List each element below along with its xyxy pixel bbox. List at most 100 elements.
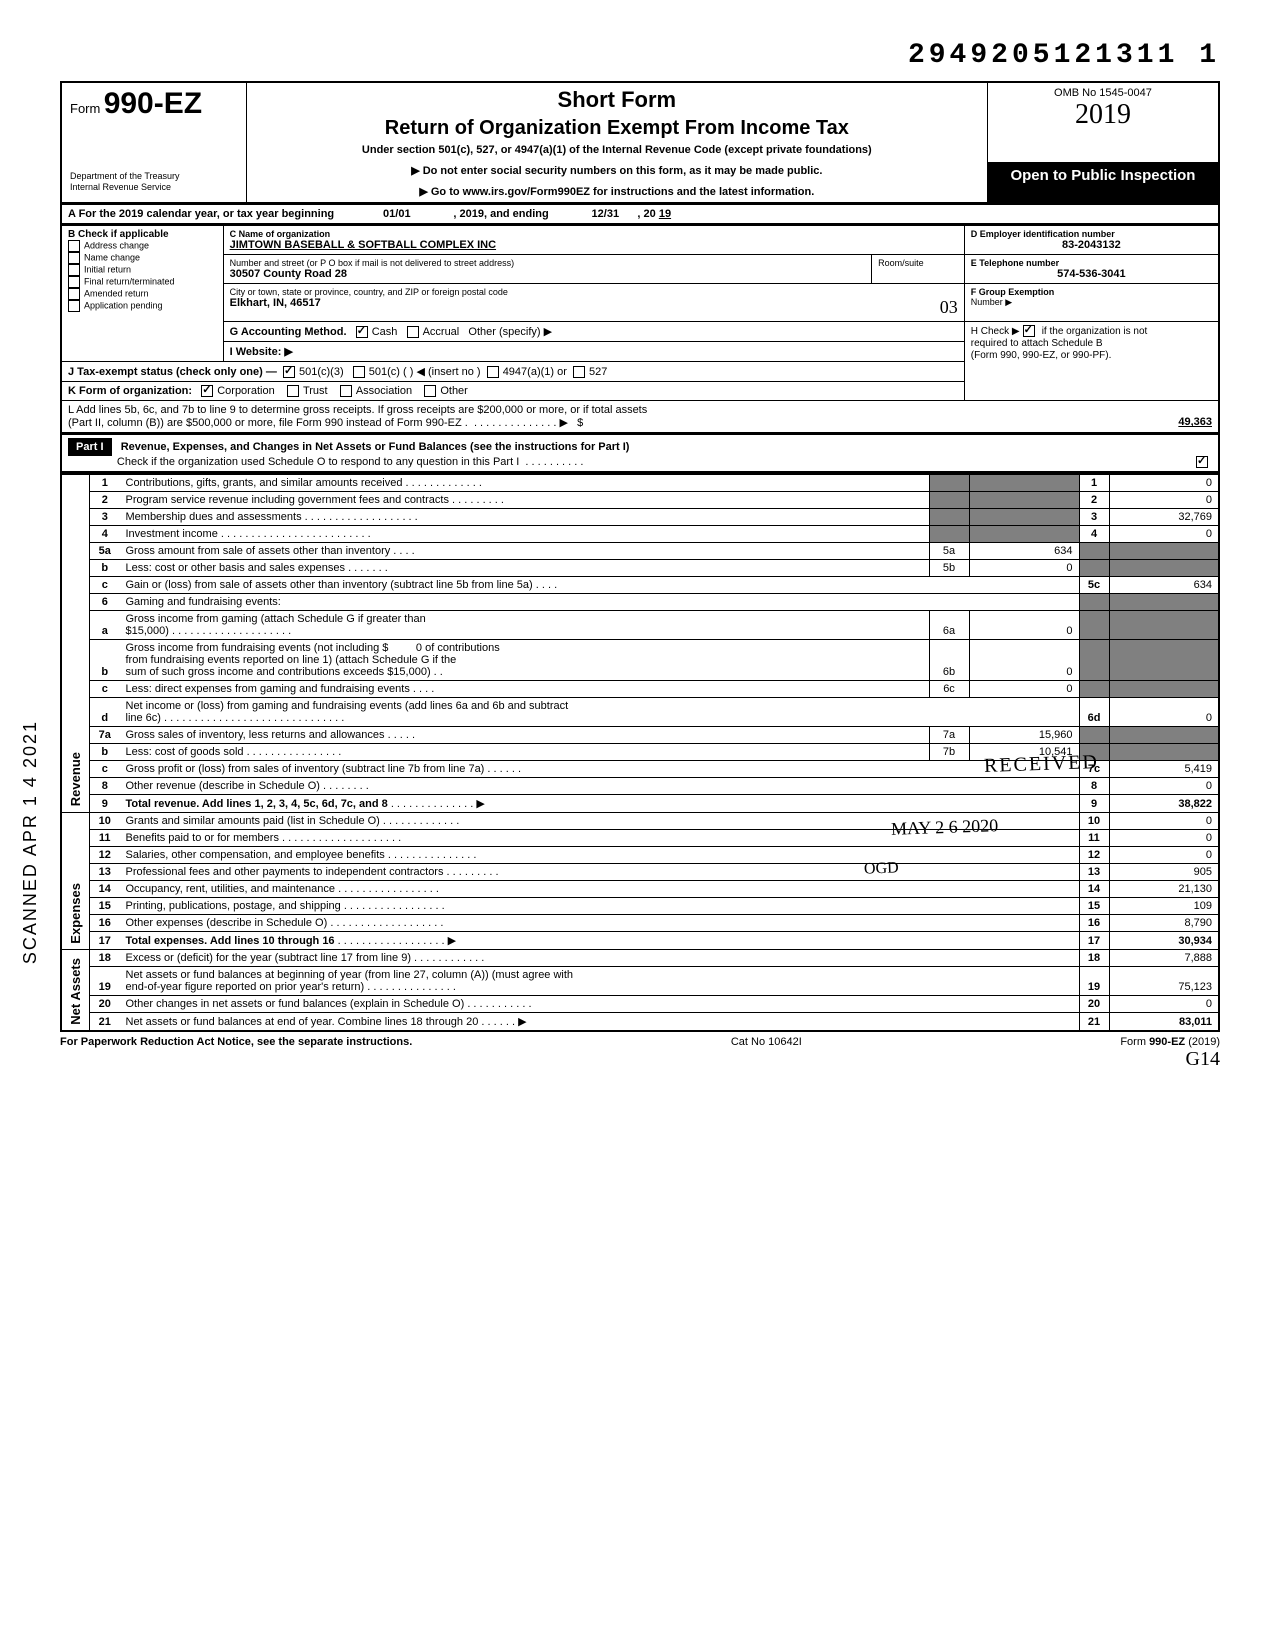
check-cash[interactable]: [356, 326, 368, 338]
line-9-val: 38,822: [1109, 795, 1219, 813]
check-h-text3: required to attach Schedule B: [971, 338, 1103, 349]
check-accrual[interactable]: [407, 326, 419, 338]
part1-label: Part I: [68, 438, 112, 456]
website-label: I Website: ▶: [230, 346, 293, 358]
line-2-col: 2: [1079, 492, 1109, 509]
line-5c-col: 5c: [1079, 577, 1109, 594]
line-6-desc: Gaming and fundraising events:: [126, 596, 281, 608]
line-17-desc: Total expenses. Add lines 10 through 16: [126, 935, 335, 947]
label-trust: Trust: [303, 385, 328, 397]
footer-mid: Cat No 10642I: [731, 1036, 802, 1048]
line-6a-subcol: 6a: [929, 611, 969, 640]
line-13-no: 13: [90, 864, 120, 881]
line-13-val: 905: [1109, 864, 1219, 881]
period-end: 12/31: [592, 208, 620, 220]
line-13-desc: Professional fees and other payments to …: [126, 866, 444, 878]
check-h[interactable]: [1023, 325, 1035, 337]
line-2-desc: Program service revenue including govern…: [126, 494, 449, 506]
label-corp: Corporation: [217, 385, 274, 397]
footer-right: Form 990-EZ (2019): [1120, 1036, 1220, 1048]
check-assoc[interactable]: [340, 385, 352, 397]
line-5b-desc: Less: cost or other basis and sales expe…: [126, 562, 346, 574]
line-6a-desc2: $15,000): [126, 625, 169, 637]
line-10-no: 10: [90, 813, 120, 830]
netassets-section-label: Net Assets: [68, 954, 83, 1029]
form-k-label: K Form of organization:: [68, 385, 192, 397]
line-11-col: 11: [1079, 830, 1109, 847]
check-pending[interactable]: [68, 300, 80, 312]
line-6a-desc: Gross income from gaming (attach Schedul…: [126, 613, 426, 625]
line-7c-desc: Gross profit or (loss) from sales of inv…: [126, 763, 485, 775]
label-other-org: Other: [440, 385, 468, 397]
label-accrual: Accrual: [423, 326, 460, 338]
line-12-val: 0: [1109, 847, 1219, 864]
line-6c-desc: Less: direct expenses from gaming and fu…: [126, 683, 410, 695]
line-14-no: 14: [90, 881, 120, 898]
part1-check-text: Check if the organization used Schedule …: [117, 456, 519, 468]
check-address-change[interactable]: [68, 240, 80, 252]
period-end2: , 20: [637, 208, 655, 220]
line-2-val: 0: [1109, 492, 1219, 509]
form-prefix: Form: [70, 101, 100, 116]
line-4-no: 4: [90, 526, 120, 543]
line-20-no: 20: [90, 996, 120, 1013]
check-other-org[interactable]: [424, 385, 436, 397]
line-6c-subcol: 6c: [929, 681, 969, 698]
check-527[interactable]: [573, 366, 585, 378]
line-16-desc: Other expenses (describe in Schedule O): [126, 917, 328, 929]
check-part1-scho[interactable]: [1196, 456, 1208, 468]
ssn-warning: ▶ Do not enter social security numbers o…: [255, 164, 979, 177]
phone-label: E Telephone number: [971, 258, 1212, 268]
line-21-col: 21: [1079, 1013, 1109, 1032]
line-6b-subcol: 6b: [929, 640, 969, 681]
label-address-change: Address change: [84, 240, 149, 250]
label-initial-return: Initial return: [84, 264, 131, 274]
check-trust[interactable]: [287, 385, 299, 397]
org-name: JIMTOWN BASEBALL & SOFTBALL COMPLEX INC: [230, 239, 958, 251]
omb-number: OMB No 1545-0047: [996, 87, 1210, 99]
line-6b-contrib: 0 of contributions: [416, 642, 500, 654]
line-5c-no: c: [90, 577, 120, 594]
main-lines-table: Revenue 1 Contributions, gifts, grants, …: [60, 473, 1220, 1032]
period-end-year: 19: [659, 208, 671, 220]
line-5c-val: 634: [1109, 577, 1219, 594]
check-b-label: B Check if applicable: [68, 229, 217, 240]
check-501c[interactable]: [353, 366, 365, 378]
revenue-section-label: Revenue: [68, 748, 83, 810]
line-5b-subcol: 5b: [929, 560, 969, 577]
line-3-desc: Membership dues and assessments: [126, 511, 302, 523]
line-l-text: L Add lines 5b, 6c, and 7b to line 9 to …: [68, 404, 647, 416]
line-7a-no: 7a: [90, 727, 120, 744]
check-initial-return[interactable]: [68, 264, 80, 276]
line-16-col: 16: [1079, 915, 1109, 932]
line-4-col: 4: [1079, 526, 1109, 543]
org-info-block: B Check if applicable Address change Nam…: [60, 225, 1220, 434]
check-4947[interactable]: [487, 366, 499, 378]
check-final-return[interactable]: [68, 276, 80, 288]
check-amended[interactable]: [68, 288, 80, 300]
label-4947: 4947(a)(1) or: [503, 366, 567, 378]
ein-value: 83-2043132: [971, 239, 1212, 251]
check-name-change[interactable]: [68, 252, 80, 264]
goto-link: ▶ Go to www.irs.gov/Form990EZ for instru…: [255, 185, 979, 198]
group-f-number: Number ▶: [971, 297, 1212, 308]
line-l-amount: 49,363: [1178, 416, 1212, 428]
main-title: Return of Organization Exempt From Incom…: [255, 117, 979, 140]
city-label: City or town, state or province, country…: [230, 287, 958, 297]
part1-header: Part I Revenue, Expenses, and Changes in…: [60, 434, 1220, 473]
line-1-no: 1: [90, 474, 120, 492]
line-6d-no: d: [90, 698, 120, 727]
line-17-col: 17: [1079, 932, 1109, 950]
label-assoc: Association: [356, 385, 412, 397]
tax-year: 2019: [996, 99, 1210, 131]
line-11-desc: Benefits paid to or for members: [126, 832, 279, 844]
label-name-change: Name change: [84, 252, 140, 262]
short-form-label: Short Form: [255, 87, 979, 113]
line-6a-subval: 0: [969, 611, 1079, 640]
line-4-val: 0: [1109, 526, 1219, 543]
line-19-val: 75,123: [1109, 967, 1219, 996]
line-7b-subval: 10,541: [969, 744, 1079, 761]
line-6d-desc2: line 6c): [126, 712, 161, 724]
check-corp[interactable]: [201, 385, 213, 397]
check-501c3[interactable]: [283, 366, 295, 378]
